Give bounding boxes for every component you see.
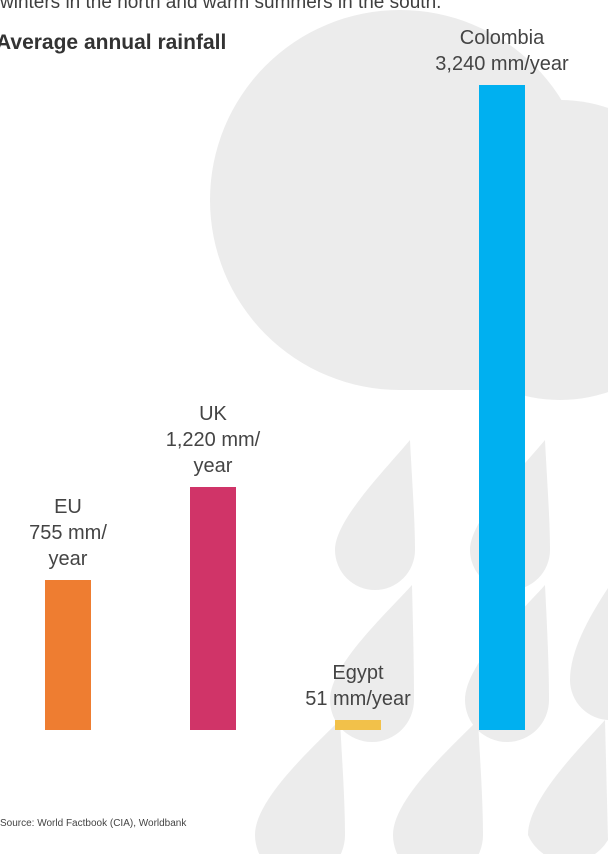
data-label-uk: UK 1,220 mm/year (138, 401, 288, 479)
raindrop-icon (330, 585, 414, 742)
data-label-eu: EU 755 mm/year (0, 494, 143, 572)
raindrop-icon (570, 588, 608, 720)
bar-uk (190, 487, 236, 730)
bar-egypt (335, 719, 381, 730)
data-label-line: year (193, 455, 233, 478)
data-label-line: 755 mm/ (29, 521, 107, 544)
chart-title: Average annual rainfall (0, 31, 227, 54)
data-label-line: EU (54, 495, 82, 518)
intro-text: winters in the north and warm summers in… (0, 0, 442, 13)
data-label-line: 1,220 mm/ (165, 429, 261, 452)
data-label-line: Colombia (459, 27, 545, 49)
data-label-colombia: Colombia 3,240 mm/year (427, 25, 577, 77)
raindrop-icon (528, 720, 608, 854)
raindrop-icon (393, 720, 483, 854)
data-label-line: UK (199, 403, 227, 426)
data-label-egypt: Egypt 51 mm/year (283, 660, 433, 712)
data-label-line: 51 mm/year (305, 687, 411, 710)
data-label-line: Egypt (332, 661, 384, 684)
data-label-line: year (48, 547, 88, 570)
raindrop-icon (335, 440, 415, 590)
source-note: Source: World Factbook (CIA), Worldbank (0, 818, 187, 829)
bar-colombia (479, 85, 525, 730)
data-label-line: 3,240 mm/year (435, 53, 569, 75)
bar-eu (45, 579, 91, 730)
raindrop-icon (255, 720, 345, 854)
